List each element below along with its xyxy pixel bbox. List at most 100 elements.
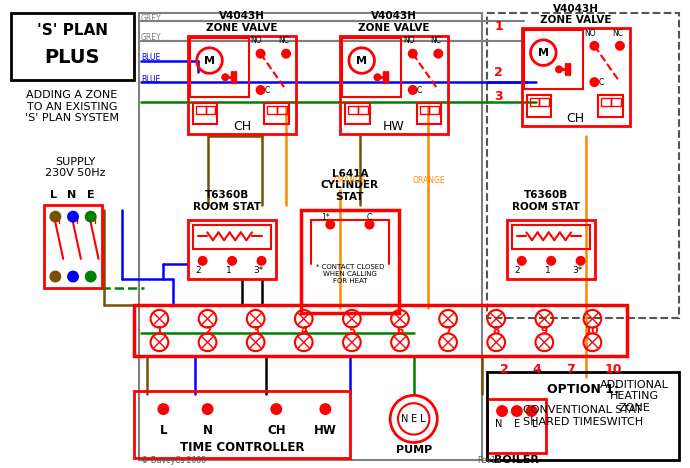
Text: M: M (538, 48, 549, 58)
Circle shape (50, 212, 60, 221)
Circle shape (375, 74, 380, 80)
Circle shape (257, 86, 264, 94)
Circle shape (257, 257, 266, 265)
Bar (342, 38, 401, 97)
Bar (134, 391, 350, 458)
Circle shape (228, 257, 236, 265)
Circle shape (282, 50, 290, 58)
Circle shape (320, 404, 331, 414)
Text: NC: NC (278, 37, 289, 45)
Circle shape (257, 50, 264, 58)
Text: L: L (50, 190, 57, 200)
Bar (507, 219, 595, 278)
Bar (487, 14, 679, 318)
Bar (345, 103, 370, 124)
Bar (601, 98, 611, 106)
Text: 1*: 1* (321, 213, 330, 222)
Circle shape (68, 271, 78, 281)
Text: BLUE: BLUE (141, 53, 160, 62)
Circle shape (271, 404, 282, 414)
Text: T6360B
ROOM STAT: T6360B ROOM STAT (193, 190, 262, 212)
Bar (420, 106, 429, 114)
Text: 5: 5 (348, 326, 355, 336)
Text: Rev1a: Rev1a (477, 456, 501, 465)
Bar (188, 219, 276, 278)
Circle shape (366, 220, 373, 228)
Text: N: N (68, 190, 77, 200)
Bar (134, 305, 627, 356)
Circle shape (591, 42, 598, 50)
Text: 6: 6 (396, 326, 404, 336)
Text: N: N (203, 424, 213, 437)
Text: CH: CH (267, 424, 286, 437)
Text: CONVENTIONAL STAT
SHARED TIMESWITCH: CONVENTIONAL STAT SHARED TIMESWITCH (522, 405, 642, 427)
Circle shape (434, 50, 442, 58)
Text: ADDING A ZONE
TO AN EXISTING
'S' PLAN SYSTEM: ADDING A ZONE TO AN EXISTING 'S' PLAN SY… (25, 90, 119, 123)
Text: L: L (159, 424, 167, 437)
Bar (268, 106, 277, 114)
Bar (530, 98, 540, 106)
Text: 2: 2 (514, 266, 520, 275)
Bar (357, 106, 368, 114)
Text: CH: CH (566, 112, 585, 125)
Text: NO: NO (403, 37, 415, 45)
Bar (196, 106, 206, 114)
Text: L641A
CYLINDER
STAT: L641A CYLINDER STAT (321, 169, 379, 202)
Text: NC: NC (612, 29, 623, 37)
Text: 7: 7 (444, 326, 452, 336)
Circle shape (577, 257, 584, 265)
Text: 1: 1 (545, 266, 551, 275)
Text: V4043H
ZONE VALVE: V4043H ZONE VALVE (358, 11, 430, 33)
Circle shape (68, 212, 78, 221)
Text: 1: 1 (494, 20, 503, 33)
Text: C: C (598, 78, 604, 87)
Bar (193, 103, 217, 124)
Bar (598, 95, 623, 117)
Text: 10: 10 (585, 326, 600, 336)
Text: 1: 1 (156, 326, 163, 336)
Circle shape (222, 74, 228, 80)
Text: N: N (401, 414, 408, 424)
Text: V4043H
ZONE VALVE: V4043H ZONE VALVE (540, 4, 611, 25)
Bar (429, 106, 440, 114)
Text: * CONTACT CLOSED
WHEN CALLING
FOR HEAT: * CONTACT CLOSED WHEN CALLING FOR HEAT (316, 263, 384, 284)
Text: 4: 4 (300, 326, 308, 336)
Text: E: E (411, 414, 417, 424)
Text: ORANGE: ORANGE (333, 176, 366, 185)
Text: 4: 4 (532, 363, 541, 376)
Bar (487, 399, 546, 453)
Text: 3: 3 (252, 326, 259, 336)
Circle shape (591, 78, 598, 86)
Bar (301, 210, 399, 313)
Text: 3*: 3* (573, 266, 583, 275)
Bar (190, 38, 249, 97)
Text: TIME CONTROLLER: TIME CONTROLLER (179, 441, 304, 454)
Text: ADDITIONAL
HEATING
ZONE: ADDITIONAL HEATING ZONE (600, 380, 669, 413)
Text: 10: 10 (604, 363, 622, 376)
Bar (348, 106, 357, 114)
Text: HW: HW (383, 120, 405, 133)
Text: 2: 2 (494, 66, 503, 79)
Text: NC: NC (431, 37, 442, 45)
Circle shape (556, 66, 562, 73)
Text: 'S' PLAN: 'S' PLAN (37, 22, 108, 37)
Text: 2: 2 (204, 326, 211, 336)
Circle shape (526, 406, 536, 416)
Circle shape (408, 50, 417, 58)
Circle shape (86, 212, 96, 221)
Circle shape (159, 404, 168, 414)
Text: GREY: GREY (141, 14, 161, 23)
Text: C: C (417, 86, 422, 95)
Text: 9: 9 (541, 326, 548, 336)
Text: © DaveyCs 2008: © DaveyCs 2008 (141, 456, 206, 465)
Text: ORANGE: ORANGE (412, 176, 445, 185)
Bar (417, 103, 441, 124)
Bar (193, 225, 271, 249)
Circle shape (86, 271, 96, 281)
Circle shape (518, 257, 526, 265)
Bar (11, 14, 134, 80)
Text: 1: 1 (226, 266, 232, 275)
Text: SUPPLY
230V 50Hz: SUPPLY 230V 50Hz (45, 157, 106, 178)
Bar (526, 95, 551, 117)
Text: 3*: 3* (253, 266, 264, 275)
